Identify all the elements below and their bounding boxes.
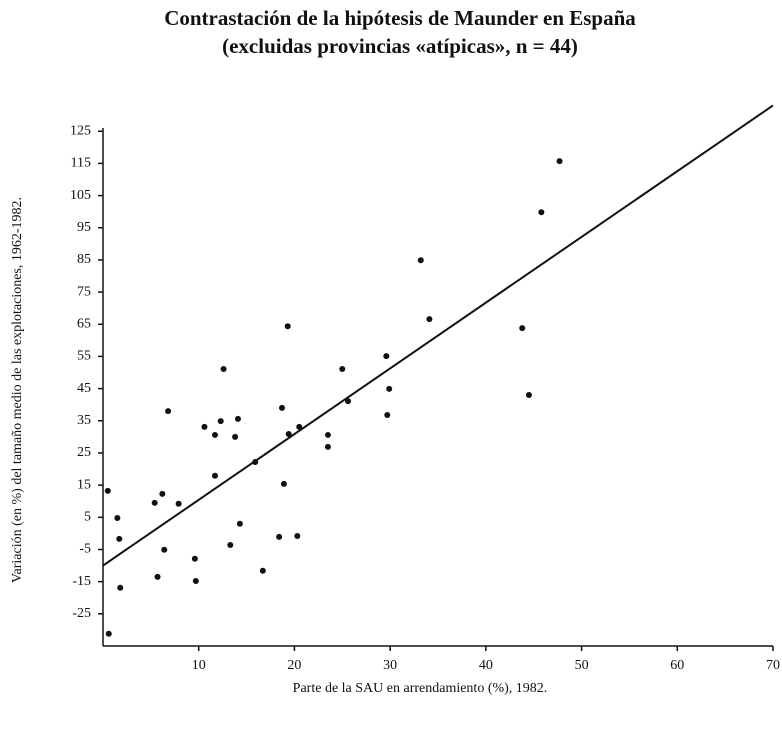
point xyxy=(538,209,545,216)
y-axis-label: Variación (en %) del tamaño medio de las… xyxy=(10,197,25,583)
point xyxy=(165,408,172,415)
point xyxy=(192,578,199,585)
point xyxy=(227,541,234,548)
point xyxy=(211,472,218,479)
x-axis-label: Parte de la SAU en arrendamiento (%), 19… xyxy=(293,681,548,696)
y-tick-label: 5 xyxy=(84,510,91,525)
x-tick-label: 70 xyxy=(766,658,780,673)
point xyxy=(386,385,393,392)
x-tick-label: 10 xyxy=(192,658,206,673)
point xyxy=(211,431,218,438)
point xyxy=(104,487,111,494)
point xyxy=(324,443,331,450)
point xyxy=(217,418,224,425)
point xyxy=(296,423,303,430)
y-tick-label: 95 xyxy=(77,220,91,235)
x-tick-label: 50 xyxy=(575,658,589,673)
point xyxy=(116,535,123,542)
x-tick-label: 20 xyxy=(287,658,301,673)
chart-subtitle: (excluidas provincias «atípicas», n = 44… xyxy=(222,34,578,58)
y-tick-label: 75 xyxy=(77,284,91,299)
x-tick-label: 60 xyxy=(670,658,684,673)
point xyxy=(236,520,243,527)
point xyxy=(294,532,301,539)
point xyxy=(383,353,390,360)
point xyxy=(114,514,121,521)
y-tick-label: 115 xyxy=(71,156,91,171)
trend-line xyxy=(102,104,774,567)
y-tick-label: 125 xyxy=(70,123,91,138)
point xyxy=(345,398,352,405)
point xyxy=(285,430,292,437)
point xyxy=(519,325,526,332)
point xyxy=(417,257,424,264)
point xyxy=(339,365,346,372)
point xyxy=(278,404,285,411)
point xyxy=(284,323,291,330)
y-tick-label: 55 xyxy=(77,349,91,364)
point xyxy=(105,630,112,637)
point xyxy=(384,411,391,418)
point xyxy=(234,415,241,422)
y-tick-label: 15 xyxy=(77,477,91,492)
point xyxy=(191,555,198,562)
point xyxy=(259,567,266,574)
point xyxy=(151,499,158,506)
point xyxy=(201,423,208,430)
point xyxy=(175,500,182,507)
point xyxy=(161,546,168,553)
y-tick-label: 25 xyxy=(77,445,91,460)
point xyxy=(154,573,161,580)
y-tick-label: 35 xyxy=(77,413,91,428)
point xyxy=(426,316,433,323)
point xyxy=(324,431,331,438)
point xyxy=(556,158,563,165)
y-tick-label: -25 xyxy=(72,606,91,621)
point xyxy=(220,365,227,372)
point xyxy=(280,480,287,487)
y-tick-label: 65 xyxy=(77,316,91,331)
x-tick-label: 30 xyxy=(383,658,397,673)
y-tick-label: 85 xyxy=(77,252,91,267)
y-tick-label: 45 xyxy=(77,381,91,396)
point xyxy=(117,584,124,591)
y-tick-label: -15 xyxy=(72,574,91,589)
x-tick-label: 40 xyxy=(479,658,493,673)
point xyxy=(276,533,283,540)
point xyxy=(525,392,532,399)
point xyxy=(252,458,259,465)
point xyxy=(159,490,166,497)
y-tick-label: -5 xyxy=(79,542,91,557)
y-tick-label: 105 xyxy=(70,188,91,203)
chart-title: Contrastación de la hipótesis de Maunder… xyxy=(164,6,636,30)
point xyxy=(232,433,239,440)
